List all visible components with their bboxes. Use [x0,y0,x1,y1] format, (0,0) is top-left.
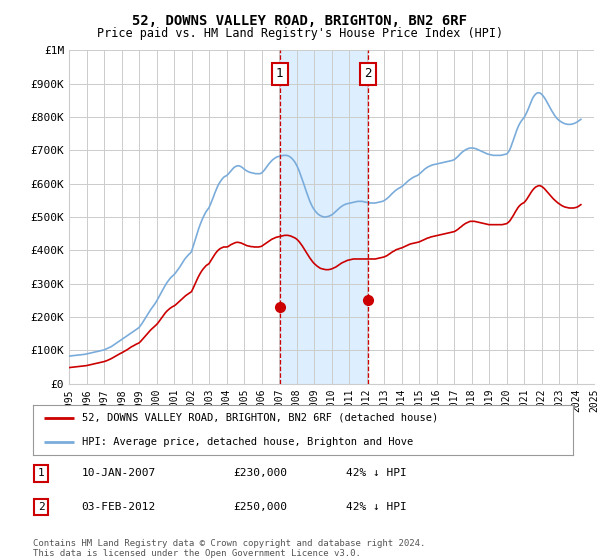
Text: 42% ↓ HPI: 42% ↓ HPI [346,468,407,478]
Text: 52, DOWNS VALLEY ROAD, BRIGHTON, BN2 6RF: 52, DOWNS VALLEY ROAD, BRIGHTON, BN2 6RF [133,14,467,28]
Text: 1: 1 [38,468,44,478]
Text: 42% ↓ HPI: 42% ↓ HPI [346,502,407,512]
Text: 03-FEB-2012: 03-FEB-2012 [82,502,156,512]
Text: HPI: Average price, detached house, Brighton and Hove: HPI: Average price, detached house, Brig… [82,437,413,447]
Text: £250,000: £250,000 [233,502,287,512]
Text: Contains HM Land Registry data © Crown copyright and database right 2024.
This d: Contains HM Land Registry data © Crown c… [33,539,425,558]
Text: 2: 2 [364,67,372,80]
Text: £230,000: £230,000 [233,468,287,478]
Text: 2: 2 [38,502,44,512]
Text: 10-JAN-2007: 10-JAN-2007 [82,468,156,478]
Text: Price paid vs. HM Land Registry's House Price Index (HPI): Price paid vs. HM Land Registry's House … [97,27,503,40]
Text: 52, DOWNS VALLEY ROAD, BRIGHTON, BN2 6RF (detached house): 52, DOWNS VALLEY ROAD, BRIGHTON, BN2 6RF… [82,413,438,423]
Text: 1: 1 [276,67,283,80]
Bar [280,50,368,384]
